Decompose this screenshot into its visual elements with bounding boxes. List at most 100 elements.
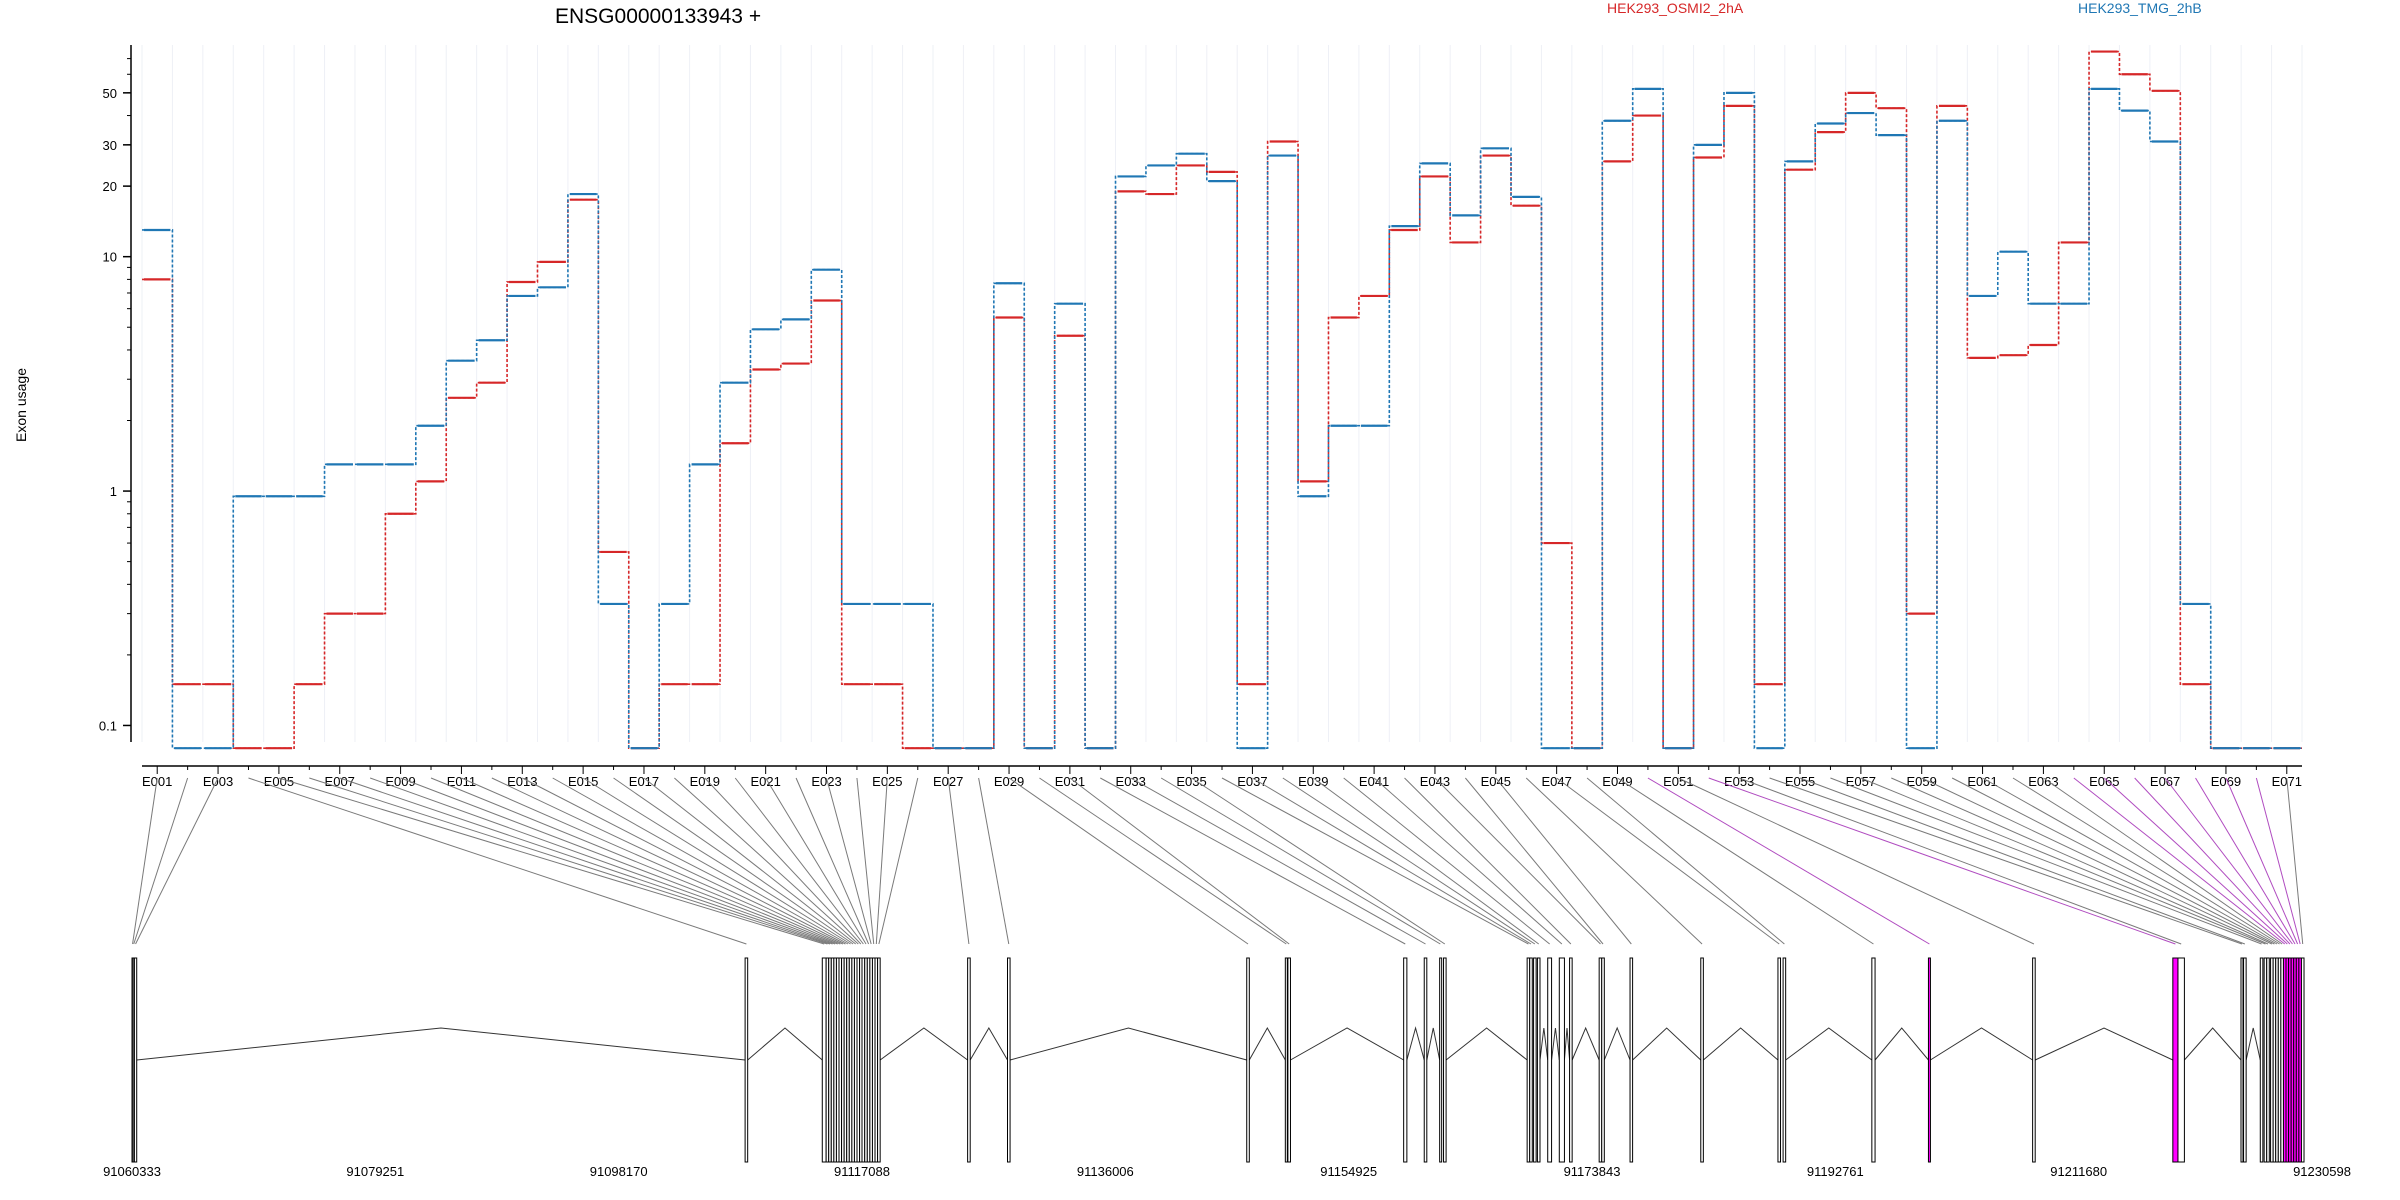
exon-tick-label: E035 bbox=[1176, 774, 1206, 789]
exon-box bbox=[1533, 957, 1537, 1163]
y-tick-label: 0.1 bbox=[99, 718, 117, 733]
exon-box bbox=[1601, 957, 1605, 1163]
exon-box bbox=[1927, 957, 1931, 1163]
exon-connector bbox=[704, 777, 862, 945]
exon-tick-label: E039 bbox=[1298, 774, 1328, 789]
exon-connector bbox=[1191, 777, 1446, 945]
chart-title: ENSG00000133943 + bbox=[555, 5, 761, 28]
intron-chevron bbox=[1563, 1027, 1571, 1061]
exon-connector bbox=[2073, 777, 2286, 945]
y-axis: 0.1 1 10 20 30 50 bbox=[99, 45, 132, 742]
intron-chevron bbox=[1445, 1027, 1528, 1061]
exon-box bbox=[1403, 957, 1408, 1163]
intron-chevron bbox=[879, 1027, 968, 1061]
series-1 bbox=[142, 50, 2302, 750]
exon-connector bbox=[1221, 777, 1529, 945]
exon-box bbox=[1558, 957, 1565, 1163]
series-step-line bbox=[142, 50, 2302, 749]
exon-tick-label: E003 bbox=[203, 774, 233, 789]
genomic-coordinate-axis: 91060333 91079251 91098170 91117088 91136006… bbox=[103, 1164, 2351, 1179]
intron-chevron bbox=[1785, 1027, 1873, 1061]
exon-connector bbox=[1830, 777, 2262, 945]
exon-tick-label: E021 bbox=[750, 774, 780, 789]
exon-tick-label: E045 bbox=[1481, 774, 1511, 789]
legend-series-2: HEK293_TMG_2hB bbox=[2078, 0, 2202, 16]
exon-tick-label: E029 bbox=[994, 774, 1024, 789]
coordinate-tick-label: 91136006 bbox=[1077, 1164, 1134, 1179]
intron-chevron bbox=[1426, 1027, 1441, 1061]
exon-box bbox=[1569, 957, 1573, 1163]
coordinate-tick-label: 91060333 bbox=[103, 1164, 161, 1179]
exon-tick-label: E019 bbox=[690, 774, 720, 789]
exon-tick-label: E055 bbox=[1785, 774, 1815, 789]
y-tick-label: 1 bbox=[110, 484, 117, 499]
coordinate-tick-label: 91079251 bbox=[346, 1164, 404, 1179]
y-tick-label: 10 bbox=[103, 250, 117, 265]
exon-connector bbox=[765, 777, 867, 945]
intron-chevron bbox=[747, 1027, 823, 1061]
exon-box bbox=[1782, 957, 1787, 1163]
exon-box bbox=[967, 957, 971, 1163]
exon-connector bbox=[674, 777, 859, 945]
intron-chevron bbox=[969, 1027, 1008, 1061]
intron-chevron bbox=[2184, 1027, 2242, 1061]
exon-axis: E001 E003 E005 E007 E009 E011 E013 E015 E017 E019… bbox=[142, 765, 2302, 789]
y-tick-label: 30 bbox=[103, 138, 117, 153]
exon-box bbox=[1439, 957, 1443, 1163]
intron-chevron bbox=[1571, 1026, 1600, 1061]
exon-connector bbox=[135, 777, 219, 945]
intron-chevron bbox=[1874, 1027, 1929, 1061]
exon-connector bbox=[1312, 777, 1540, 945]
exon-connector bbox=[1891, 777, 2269, 945]
exon-connector bbox=[795, 777, 870, 945]
exon-tick-label: E001 bbox=[142, 774, 172, 789]
exon-tick-label: E047 bbox=[1541, 774, 1571, 789]
series-2 bbox=[142, 87, 2302, 750]
exon-connector bbox=[339, 777, 831, 945]
intron-chevron bbox=[1539, 1027, 1549, 1061]
exon-connector bbox=[1160, 777, 1441, 945]
exon-connector bbox=[1282, 777, 1536, 945]
exon-box bbox=[821, 957, 827, 1163]
exon-tick-label: E023 bbox=[811, 774, 841, 789]
exon-tick-label: E033 bbox=[1116, 774, 1146, 789]
exon-connector bbox=[613, 777, 854, 945]
exon-tick-label: E031 bbox=[1055, 774, 1085, 789]
exon-connector bbox=[461, 777, 841, 945]
exon-tick-label: E017 bbox=[629, 774, 659, 789]
exon-connector bbox=[1556, 777, 1780, 945]
exon-tick-label: E015 bbox=[568, 774, 598, 789]
intron-chevron bbox=[136, 1027, 746, 1061]
exon-box bbox=[2266, 957, 2270, 1163]
exon-connector bbox=[826, 777, 872, 945]
exon-tick-label: E059 bbox=[1907, 774, 1937, 789]
exon-connector bbox=[1739, 777, 2182, 945]
exon-connector bbox=[552, 777, 849, 945]
exon-connector bbox=[1252, 777, 1532, 945]
vertical-gridlines bbox=[141, 45, 2303, 742]
exon-connector bbox=[430, 777, 838, 945]
exon-connector bbox=[2103, 777, 2288, 945]
exon-box bbox=[2243, 957, 2247, 1163]
exon-connector bbox=[370, 777, 833, 945]
exon-box bbox=[1871, 957, 1876, 1163]
intron-chevron bbox=[1703, 1027, 1779, 1061]
exon-connector bbox=[1951, 777, 2275, 945]
exon-box bbox=[1006, 957, 1011, 1163]
exon-connector bbox=[978, 777, 1010, 945]
exon-tick-label: E049 bbox=[1602, 774, 1632, 789]
exon-connector bbox=[1100, 777, 1406, 945]
exon-connector bbox=[1525, 777, 1703, 945]
intron-chevron bbox=[1603, 1026, 1631, 1061]
exon-tick-label: E013 bbox=[507, 774, 537, 789]
exon-tick-label: E051 bbox=[1663, 774, 1693, 789]
exon-connector bbox=[1860, 777, 2266, 945]
exon-connector bbox=[1373, 777, 1563, 945]
gene-model bbox=[131, 957, 2305, 1163]
exon-connector bbox=[1769, 777, 2243, 945]
exon-connector bbox=[1495, 777, 1632, 945]
coordinate-tick-label: 91192761 bbox=[1807, 1164, 1864, 1179]
exon-box bbox=[1287, 957, 1291, 1163]
exon-connector bbox=[947, 777, 970, 945]
exon-box bbox=[2240, 957, 2244, 1163]
